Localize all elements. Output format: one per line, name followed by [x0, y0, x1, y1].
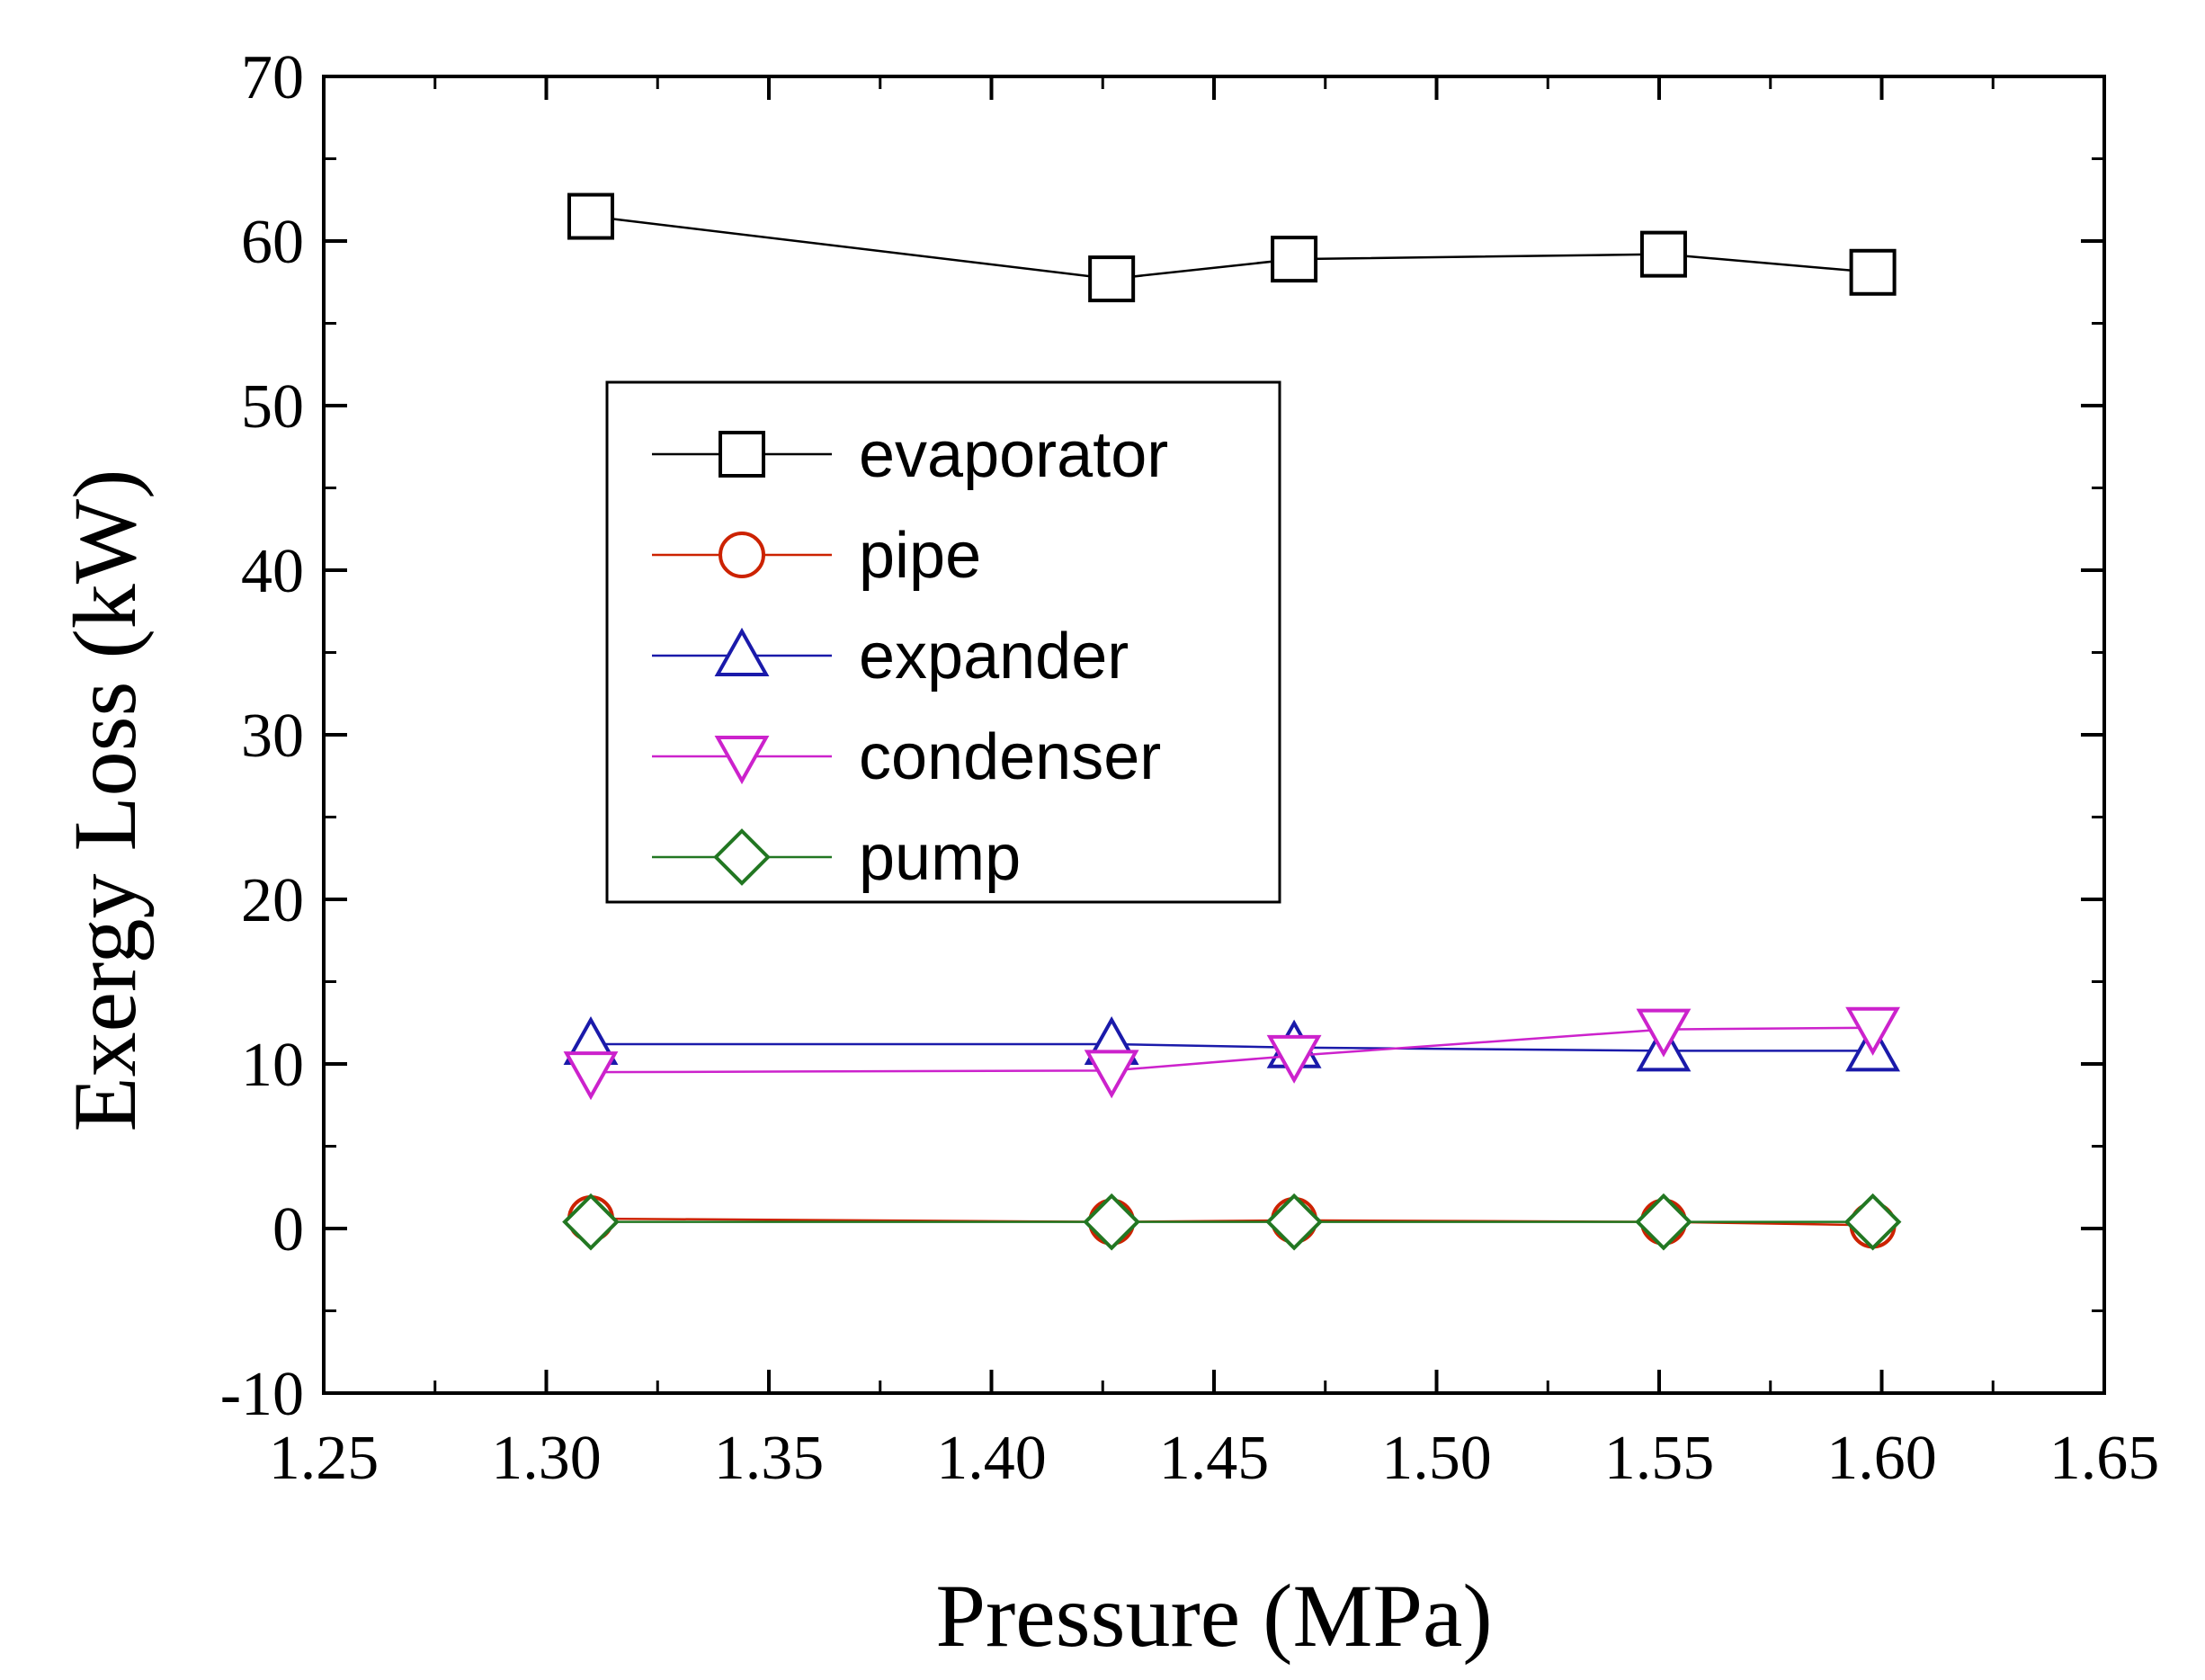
data-point-pump [562, 1193, 620, 1251]
legend-marker-pump [713, 828, 771, 886]
y-tick-label: 70 [241, 43, 304, 112]
y-tick-label: 40 [241, 537, 304, 606]
legend-item-expander: expander [652, 621, 1129, 693]
data-point-pump [1265, 1193, 1323, 1251]
legend-item-pump: pump [652, 822, 1021, 894]
data-point-pump [1635, 1193, 1692, 1251]
legend-marker-evaporator [719, 431, 765, 478]
x-tick-label: 1.45 [1159, 1424, 1270, 1493]
x-axis-title: Pressure (MPa) [935, 1566, 1492, 1666]
data-point-condenser [1266, 1034, 1322, 1084]
y-tick-label: 30 [241, 701, 304, 771]
axis-ticks [322, 75, 2106, 1395]
x-tick-label: 1.25 [269, 1424, 379, 1493]
y-tick-label: -10 [220, 1360, 304, 1429]
series-pump [562, 1193, 1902, 1251]
data-point-condenser [1845, 1006, 1901, 1056]
y-tick-labels: -10 0 10 20 30 40 50 60 70 [220, 43, 304, 1429]
legend-item-condenser: condenser [652, 721, 1161, 793]
legend-label-pump: pump [859, 822, 1021, 894]
series-expander [563, 1015, 1901, 1072]
legend-item-pipe: pipe [652, 520, 981, 592]
series-layer [562, 192, 1902, 1251]
x-tick-label: 1.65 [2049, 1424, 2160, 1493]
legend-marker-condenser [714, 736, 770, 785]
x-tick-labels: 1.25 1.30 1.35 1.40 1.45 1.50 1.55 1.60 1.65 [269, 1424, 2160, 1493]
legend-marker-pipe [719, 532, 765, 578]
data-point-evaporator [1088, 255, 1136, 303]
y-tick-label: 50 [241, 372, 304, 442]
y-tick-label: 60 [241, 208, 304, 277]
legend: evaporator pipe expander condenser pump [605, 380, 1281, 904]
y-axis-title: Exergy Loss (kW) [55, 469, 155, 1132]
data-point-condenser [1636, 1008, 1692, 1058]
legend-label-pipe: pipe [859, 520, 981, 592]
data-point-evaporator [1639, 230, 1687, 278]
data-point-evaporator [1271, 236, 1318, 283]
x-tick-label: 1.50 [1381, 1424, 1492, 1493]
x-tick-label: 1.60 [1826, 1424, 1937, 1493]
data-point-condenser [1084, 1050, 1139, 1099]
legend-marker-expander [714, 627, 770, 676]
y-tick-label: 0 [272, 1195, 304, 1264]
data-point-evaporator [1849, 248, 1897, 296]
data-point-pump [1083, 1193, 1140, 1251]
x-tick-label: 1.35 [714, 1424, 825, 1493]
legend-item-evaporator: evaporator [652, 419, 1168, 491]
legend-label-expander: expander [859, 621, 1129, 693]
x-tick-label: 1.40 [936, 1424, 1047, 1493]
series-evaporator [567, 192, 1897, 303]
y-tick-label: 20 [241, 866, 304, 935]
data-point-pump [1843, 1193, 1902, 1251]
data-point-condenser [563, 1051, 619, 1101]
x-tick-label: 1.55 [1604, 1424, 1715, 1493]
data-point-evaporator [567, 192, 614, 240]
series-condenser [563, 1006, 1901, 1101]
y-tick-label: 10 [241, 1031, 304, 1100]
x-tick-label: 1.30 [491, 1424, 602, 1493]
legend-label-condenser: condenser [859, 721, 1161, 793]
legend-label-evaporator: evaporator [859, 419, 1168, 491]
series-line-expander [591, 1042, 1873, 1052]
